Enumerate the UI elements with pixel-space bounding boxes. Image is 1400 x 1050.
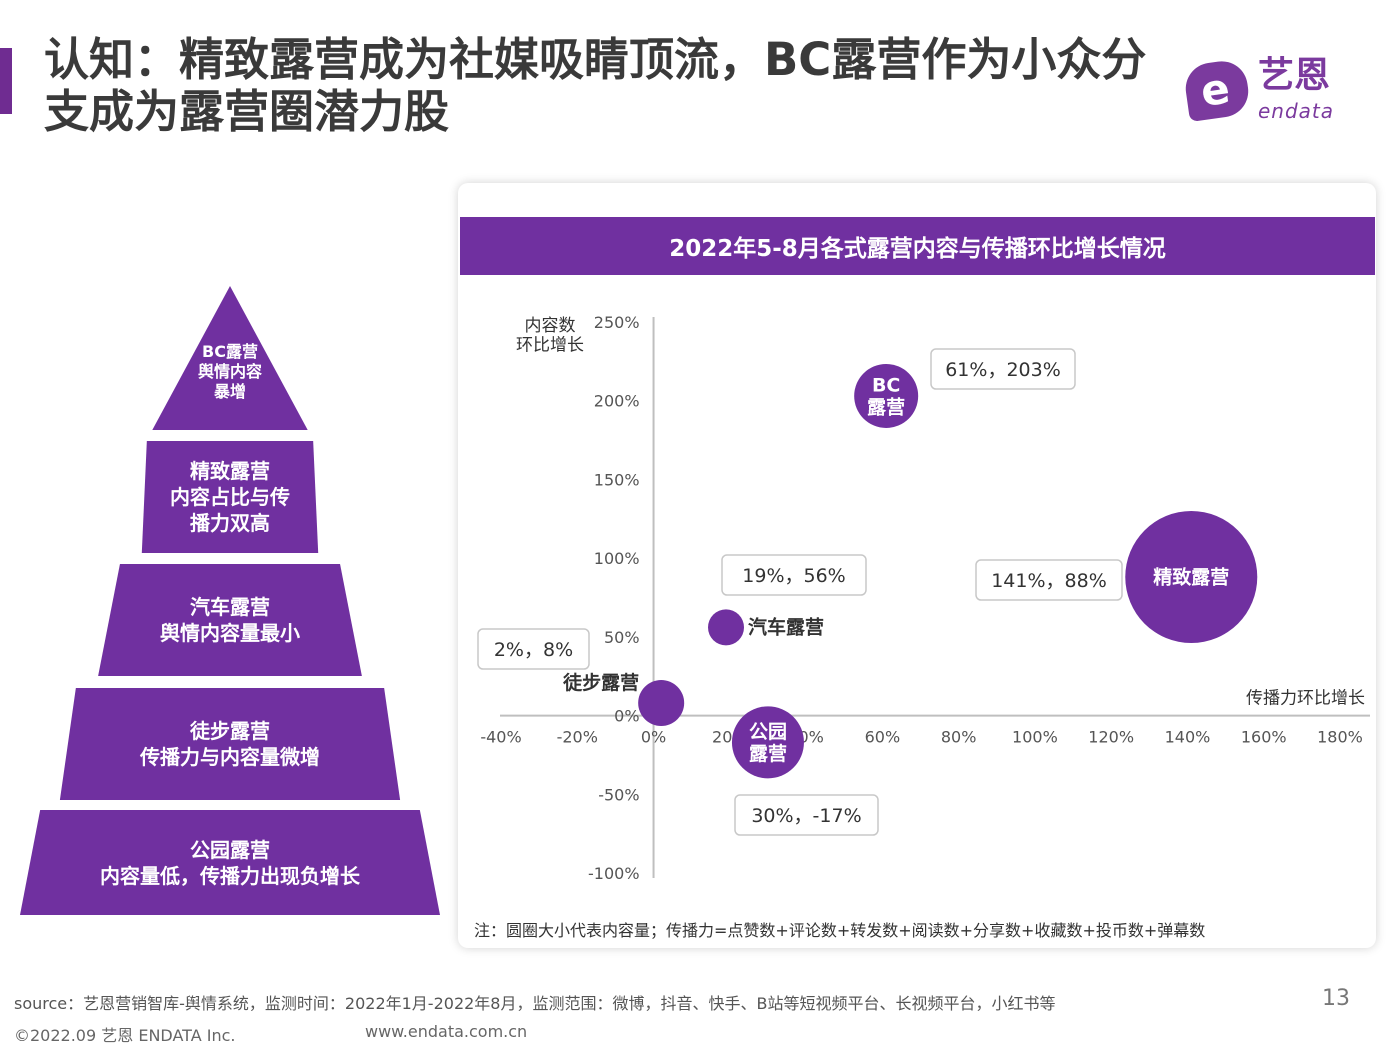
endata-logo: e 艺恩 endata <box>1182 55 1356 126</box>
chart-header: 2022年5-8月各式露营内容与传播环比增长情况 <box>460 217 1375 275</box>
x-tick-label: -20% <box>557 728 598 747</box>
data-label: 61%，203% <box>945 359 1061 381</box>
pyramid-layer-hiking: 徒步露营 传播力与内容量微增 <box>59 688 401 800</box>
x-tick-label: 80% <box>941 728 977 747</box>
data-label: 141%，88% <box>991 570 1107 592</box>
source-text: source：艺恩营销智库-舆情系统，监测时间：2022年1月-2022年8月，… <box>14 994 1056 1013</box>
pyramid: BC露营 舆情内容 暴增 精致露营 内容占比与传 播力双高 汽车露营 舆情内容量… <box>20 286 440 916</box>
logo-mark-icon: e <box>1182 57 1252 123</box>
callout-box <box>734 794 879 836</box>
y-tick-label: 250% <box>594 313 640 332</box>
copyright-text: ©2022.09 艺恩 ENDATA Inc. <box>14 1026 236 1045</box>
title-accent-bar <box>0 48 12 114</box>
y-tick-label: 0% <box>614 707 639 726</box>
bubble <box>1125 511 1258 644</box>
x-tick-label: 0% <box>641 728 666 747</box>
bubble-name-label: BC 露营 <box>867 375 905 419</box>
pyramid-layer-bc: BC露营 舆情内容 暴增 <box>152 286 308 430</box>
pyramid-layer-car: 汽车露营 舆情内容量最小 <box>98 564 362 676</box>
bubble-name-label: 精致露营 <box>1153 566 1229 589</box>
callout-box <box>721 554 867 596</box>
page-number: 13 <box>1322 986 1350 1011</box>
x-tick-label: 180% <box>1317 728 1363 747</box>
x-tick-label: 120% <box>1088 728 1134 747</box>
bubble <box>638 679 685 726</box>
pyramid-layer-refined: 精致露营 内容占比与传 播力双高 <box>141 441 319 553</box>
website-text: www.endata.com.cn <box>365 1022 528 1041</box>
y-tick-label: 50% <box>604 628 640 647</box>
bubble-name-label: 徒步露营 <box>562 671 639 694</box>
bubble-chart: -40% -20% 0% 20% 40% 60% 80% 100% 120% 140% 160% 18… <box>477 313 1370 883</box>
data-label: 2%，8% <box>494 639 573 661</box>
data-label: 30%，-17% <box>751 805 861 827</box>
bubble <box>731 706 804 779</box>
page-title: 认知：精致露营成为社媒吸睛顶流，BC露营作为小众分支成为露营圈潜力股 <box>44 33 1147 138</box>
y-tick-label: -100% <box>588 864 640 883</box>
y-tick-label: 200% <box>594 392 640 411</box>
y-tick-label: 150% <box>594 470 640 489</box>
logo-cn-text: 艺恩 <box>1258 55 1331 96</box>
y-axis-title: 内容数环比增长 <box>516 316 584 356</box>
x-tick-label: 60% <box>865 728 901 747</box>
x-tick-label: 140% <box>1165 728 1211 747</box>
bubble <box>708 609 745 646</box>
chart-note: 注：圆圈大小代表内容量；传播力=点赞数+评论数+转发数+阅读数+分享数+收藏数+… <box>474 921 1206 940</box>
callout-box <box>930 348 1076 390</box>
x-tick-label: -40% <box>480 728 521 747</box>
bubble <box>854 363 919 428</box>
y-tick-label: -50% <box>598 785 639 804</box>
pyramid-layer-park: 公园露营 内容量低，传播力出现负增长 <box>20 810 440 915</box>
bubble-name-label: 汽车露营 <box>748 615 824 638</box>
data-label: 19%，56% <box>742 565 845 587</box>
x-tick-label: 100% <box>1012 728 1058 747</box>
logo-en-text: endata <box>1258 99 1335 123</box>
y-tick-label: 100% <box>594 549 640 568</box>
callout-box <box>477 628 590 670</box>
bubble-name-label: 公园露营 <box>749 721 787 765</box>
x-axis-title: 传播力环比增长 <box>1246 689 1365 709</box>
callout-box <box>975 559 1123 601</box>
x-tick-label: 160% <box>1241 728 1287 747</box>
